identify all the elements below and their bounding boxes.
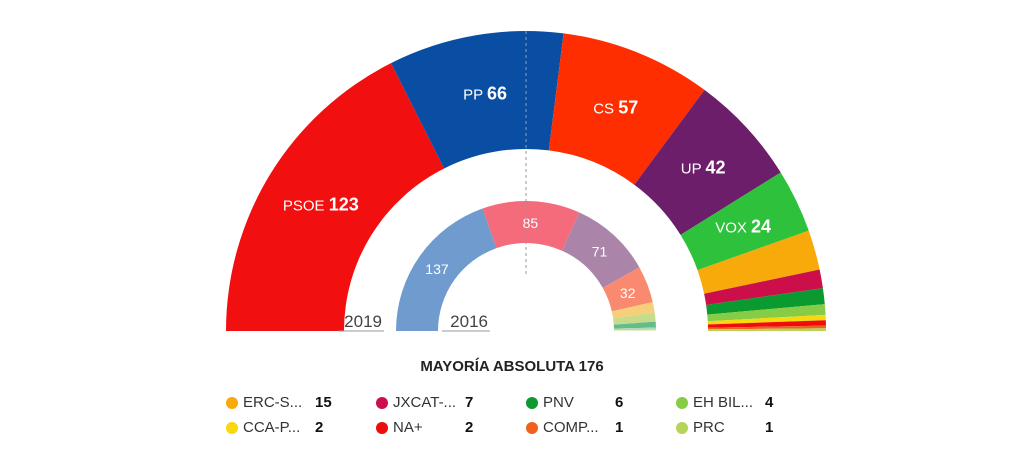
seat-slice <box>680 172 809 271</box>
legend-item: PNV 6 <box>526 394 676 411</box>
legend-dot <box>376 421 388 434</box>
seat-slice <box>707 325 826 330</box>
seat-slice <box>562 212 640 288</box>
slice-label: PP 66 <box>463 83 507 103</box>
legend-dot <box>526 421 538 434</box>
seat-slice <box>707 314 826 325</box>
legend-dot <box>676 396 688 409</box>
legend-item: NA+ 2 <box>376 419 526 436</box>
seat-slice <box>707 320 826 328</box>
seat-slice <box>613 327 656 331</box>
seat-slice <box>602 267 653 312</box>
legend: ERC-S... 15 JXCAT-... 7 PNV 6 EH BIL... 4 CC… <box>226 394 826 436</box>
slice-label: PSOE 123 <box>283 195 359 215</box>
slice-label: 85 <box>523 215 539 231</box>
legend-item: COMP... 1 <box>526 419 676 436</box>
seat-slice <box>634 89 781 235</box>
slice-label: 137 <box>425 261 449 277</box>
seat-slice <box>482 201 580 251</box>
legend-item: JXCAT-... 7 <box>376 394 526 411</box>
seat-slice <box>707 304 826 322</box>
seat-slice <box>613 312 656 325</box>
slice-label: VOX 24 <box>715 216 771 236</box>
year-label-2016: 2016 <box>450 312 488 331</box>
seat-slice <box>548 33 705 185</box>
legend-item: ERC-S... 15 <box>226 394 376 411</box>
legend-dot <box>676 421 688 434</box>
legend-dot <box>376 396 388 409</box>
slice-label: CS 57 <box>593 97 638 117</box>
seat-slice <box>611 302 655 319</box>
seat-slice <box>706 288 825 315</box>
seat-slice <box>613 329 657 331</box>
slice-label: 71 <box>592 244 608 260</box>
legend-dot <box>226 421 238 434</box>
seat-slice <box>704 269 823 305</box>
year-label-2019: 2019 <box>344 312 382 331</box>
seat-slice <box>707 328 826 331</box>
seat-slice <box>613 321 656 329</box>
legend-dot <box>226 396 238 409</box>
seat-slice <box>391 31 564 169</box>
legend-dot <box>526 396 538 409</box>
seat-slice <box>226 63 445 332</box>
legend-item: EH BIL... 4 <box>676 394 826 411</box>
majority-title: MAYORÍA ABSOLUTA 176 <box>420 358 604 375</box>
slice-label: UP 42 <box>681 158 726 178</box>
legend-item: PRC 1 <box>676 419 826 436</box>
seat-slice <box>697 230 820 294</box>
seat-slice <box>396 208 497 331</box>
legend-item: CCA-P... 2 <box>226 419 376 436</box>
slice-label: 32 <box>620 285 636 301</box>
